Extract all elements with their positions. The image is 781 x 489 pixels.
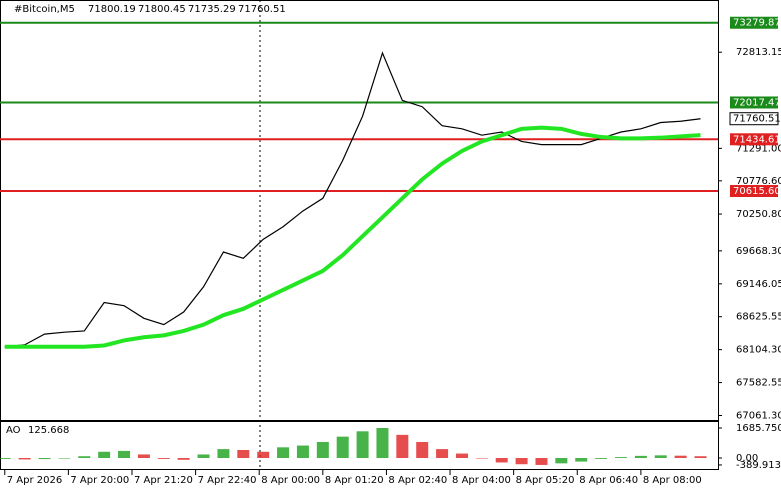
x-tick-label: 8 Apr 00:00 (261, 475, 320, 486)
ao-bar (515, 458, 528, 465)
ao-bar (0, 458, 11, 459)
ohlc-value: 71800.45 (138, 4, 186, 15)
symbol: #Bitcoin,M5 (14, 4, 75, 15)
ao-bar (455, 453, 468, 459)
ao-bar (137, 454, 150, 459)
ao-bar (197, 454, 210, 459)
ao-bar (475, 458, 488, 459)
ao-bar (595, 458, 608, 459)
ohlc-value: 71760.51 (238, 4, 286, 15)
y-tick-label: 67582.55 (736, 378, 781, 389)
level-tag (730, 96, 778, 109)
price-line (4, 51, 701, 348)
y-tick-label: 71291.00 (736, 143, 781, 154)
ao-bar (535, 458, 548, 465)
ao-bar (495, 458, 508, 463)
ao-bar (98, 451, 111, 459)
x-tick-label: 8 Apr 08:00 (643, 475, 702, 486)
y-tick-label: -389.913 (736, 460, 781, 471)
price-line (4, 125, 701, 349)
x-tick-label: 8 Apr 04:00 (452, 475, 511, 486)
ao-bar (555, 458, 568, 464)
indicator-value: 125.668 (28, 425, 69, 436)
ao-bar (157, 458, 170, 459)
ao-bar (436, 449, 449, 459)
y-tick-label: 70776.60 (736, 176, 781, 187)
y-tick-label: 70250.80 (736, 209, 781, 220)
ao-bar (217, 449, 230, 459)
ao-bar (674, 455, 687, 459)
indicator-name: AO (6, 425, 21, 436)
ao-bar (416, 441, 429, 459)
x-tick-label: 8 Apr 02:40 (388, 475, 447, 486)
ao-bar (38, 458, 51, 460)
ao-frame (0, 421, 719, 470)
level-label: 73279.87 (733, 18, 781, 29)
ao-bar (396, 434, 409, 459)
ao-bar (118, 450, 131, 459)
ao-bar (18, 458, 31, 460)
ao-bar (376, 427, 389, 459)
level-label: 70615.60 (733, 186, 781, 197)
level-tag (730, 16, 778, 29)
x-tick-label: 8 Apr 05:20 (516, 475, 575, 486)
y-tick-label: 0.00 (736, 453, 758, 464)
x-tick-label: 8 Apr 06:40 (579, 475, 638, 486)
ao-bar (237, 449, 250, 459)
ohlc-value: 71735.29 (188, 4, 236, 15)
ao-bar (614, 457, 627, 459)
x-tick-label: 7 Apr 20:00 (70, 475, 129, 486)
y-tick-label: 67061.30 (736, 410, 781, 421)
x-tick-label: 7 Apr 2026 (7, 475, 62, 486)
level-label: 72017.47 (733, 97, 781, 108)
y-tick-label: 68104.30 (736, 345, 781, 356)
ao-bar (277, 447, 290, 459)
ao-bar (296, 445, 309, 459)
y-tick-label: 68625.55 (736, 312, 781, 323)
current-price-tag (729, 112, 779, 126)
y-tick-label: 69668.30 (736, 246, 781, 257)
x-tick-label: 7 Apr 22:40 (198, 475, 257, 486)
y-tick-label: 1685.750 (736, 423, 781, 434)
ohlc-value: 71800.19 (88, 4, 136, 15)
level-label: 71434.61 (733, 134, 781, 145)
x-tick-label: 7 Apr 21:20 (134, 475, 193, 486)
main-frame (0, 0, 719, 421)
ao-bar (316, 441, 329, 459)
ao-bar (356, 431, 369, 459)
ao-bar (78, 456, 91, 459)
ao-bar (177, 458, 190, 460)
y-tick-label: 69146.05 (736, 279, 781, 290)
current-price-label: 71760.51 (733, 114, 781, 125)
x-tick-label: 8 Apr 01:20 (325, 475, 384, 486)
ao-bar (654, 455, 667, 459)
ao-bar (634, 455, 647, 459)
ao-bar (336, 436, 349, 459)
level-tag (730, 185, 778, 198)
ao-bar (257, 451, 270, 459)
y-tick-label: 72813.15 (736, 47, 781, 58)
ao-bar (694, 456, 707, 459)
ao-bar (575, 458, 588, 462)
ao-bar (58, 458, 71, 459)
level-tag (730, 133, 778, 146)
